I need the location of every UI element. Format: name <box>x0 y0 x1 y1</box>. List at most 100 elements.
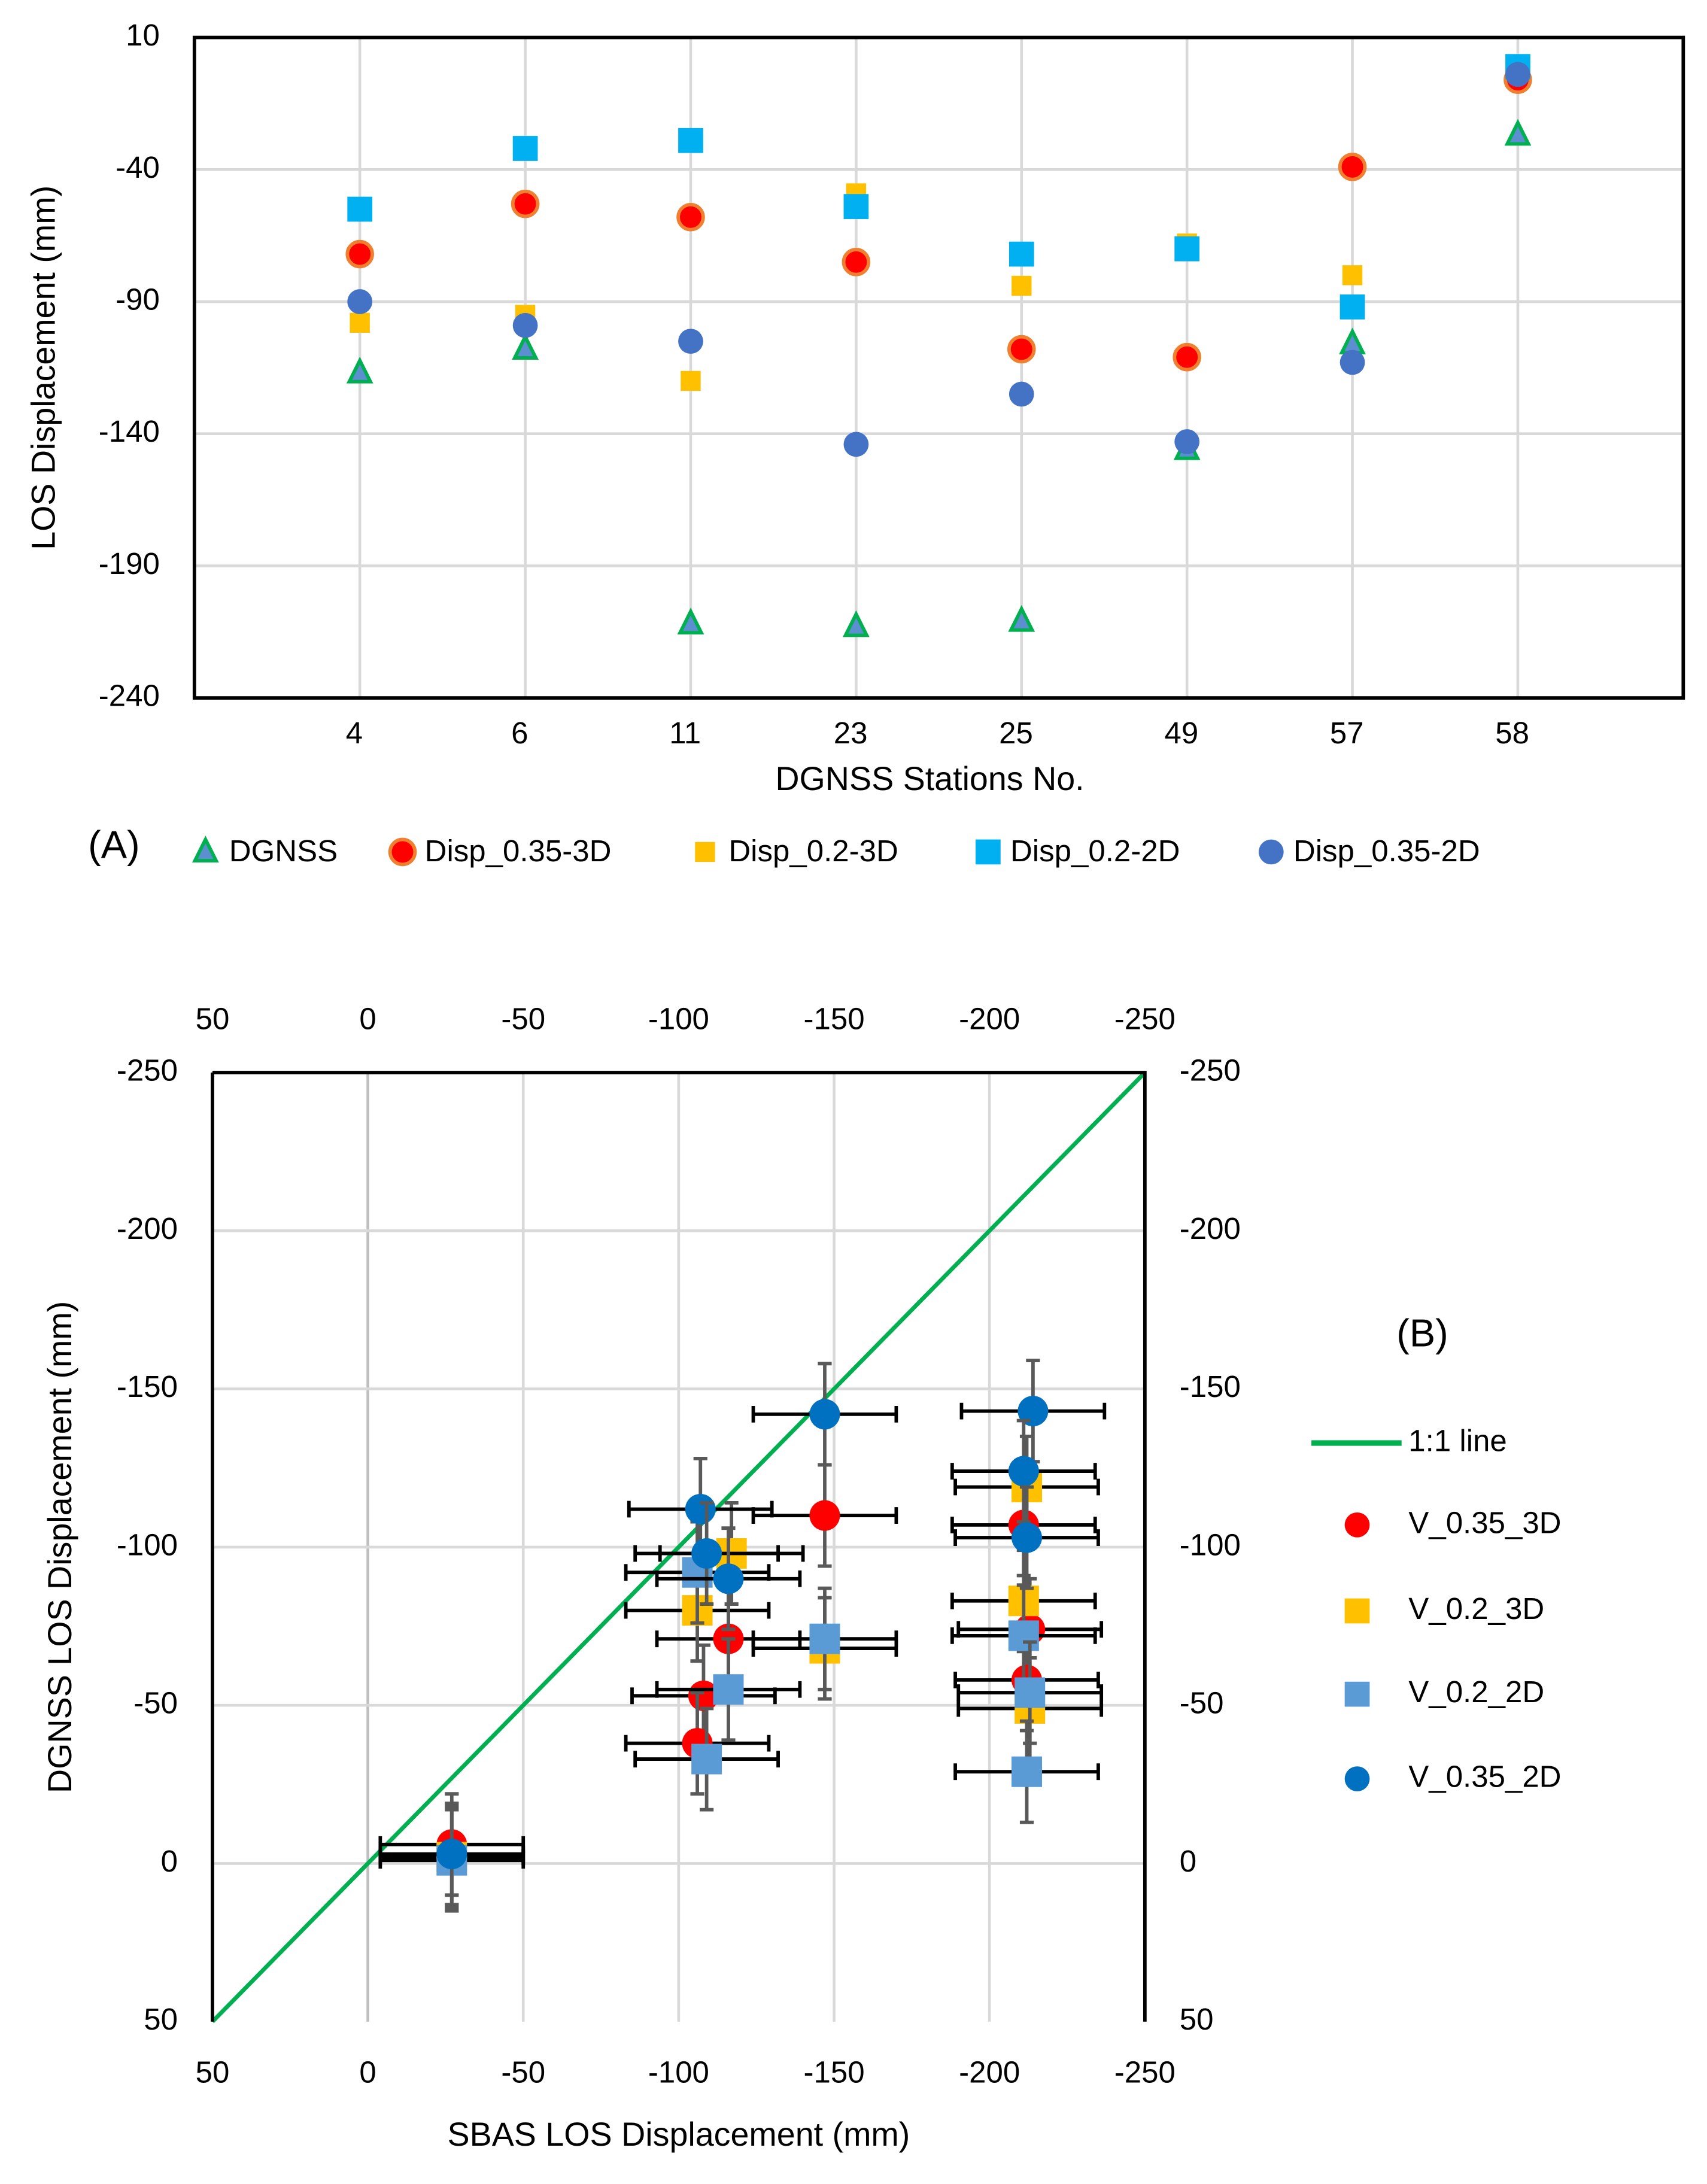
legend-marker <box>1344 1598 1370 1624</box>
series-dgnss <box>346 119 1532 637</box>
data-point <box>1342 265 1363 285</box>
x-tick-label-top: -50 <box>501 1002 545 1036</box>
data-point <box>1338 153 1367 181</box>
x-axis-title: DGNSS Stations No. <box>775 760 1084 797</box>
legend-marker <box>1258 839 1284 865</box>
y-tick-label: -240 <box>99 679 160 713</box>
y-tick-label-right: -200 <box>1180 1211 1241 1246</box>
panel-label: (A) <box>88 823 140 867</box>
data-point <box>512 312 538 338</box>
data-point <box>512 136 538 161</box>
series-v-0-35-2d <box>378 1359 1107 1907</box>
data-point <box>1007 335 1036 364</box>
legend-label: DGNSS <box>229 834 338 868</box>
x-tick-label: 57 <box>1330 716 1364 750</box>
x-tick-label: 58 <box>1495 716 1529 750</box>
x-tick-label-top: 50 <box>196 1002 230 1036</box>
data-point <box>691 1538 722 1569</box>
y-tick-label-left: -150 <box>117 1369 178 1404</box>
legend-label: V_0.2_2D <box>1408 1675 1544 1709</box>
x-axis-title: SBAS LOS Displacement (mm) <box>448 2116 910 2153</box>
x-tick-label: 11 <box>669 716 701 750</box>
one-to-one-line <box>211 1071 1147 2024</box>
data-point <box>1009 241 1034 267</box>
data-point <box>678 127 703 153</box>
x-tick-label-top: 0 <box>359 1002 376 1036</box>
chart-b: 50 50 0 0 -50 -50 -100 -100 -150 -150 -200 -200 -250… <box>41 1002 1561 2153</box>
data-point <box>1012 1756 1043 1787</box>
legend-item: V_0.35_3D <box>1344 1505 1562 1539</box>
legend-label: 1:1 line <box>1408 1423 1506 1457</box>
legend-item: Disp_0.35-2D <box>1258 834 1480 868</box>
data-point <box>346 356 373 384</box>
legend-label: Disp_0.35-2D <box>1293 834 1480 868</box>
data-point <box>1339 327 1366 355</box>
y-axis-title: DGNSS LOS Displacement (mm) <box>41 1301 78 1793</box>
data-point <box>1012 1522 1043 1553</box>
x-tick-label-bottom: -100 <box>648 2055 709 2089</box>
y-tick-label-right: -250 <box>1180 1053 1241 1088</box>
data-point <box>843 432 869 457</box>
data-point <box>1504 119 1532 146</box>
data-point <box>350 312 370 333</box>
data-point <box>345 239 374 269</box>
legend-label: Disp_0.2-2D <box>1010 834 1180 868</box>
x-tick-label-bottom: 0 <box>359 2055 376 2089</box>
legend-item: Disp_0.2-3D <box>695 834 898 868</box>
data-point <box>678 329 703 354</box>
data-point <box>809 1500 840 1531</box>
y-tick-label-right: 50 <box>1180 2002 1214 2036</box>
y-tick-label-left: -100 <box>117 1527 178 1562</box>
y-tick-label: -90 <box>116 282 160 316</box>
legend-marker <box>1344 1681 1370 1707</box>
y-tick-label-right: -100 <box>1180 1527 1241 1562</box>
data-point <box>809 1399 840 1430</box>
plot-area-border <box>211 1071 1147 2022</box>
x-tick-label-bottom: 50 <box>196 2055 230 2089</box>
data-point <box>512 333 539 360</box>
data-point <box>1340 294 1365 320</box>
data-point <box>347 196 373 222</box>
data-point <box>1015 1677 1046 1708</box>
legend-label: V_0.2_3D <box>1408 1591 1544 1626</box>
data-point <box>1505 62 1530 87</box>
data-point <box>511 189 540 218</box>
data-point <box>685 1493 716 1524</box>
y-tick-label: -190 <box>99 546 160 581</box>
legend-label: V_0.35_3D <box>1408 1505 1561 1539</box>
legend-item: 1:1 line <box>1311 1423 1507 1457</box>
x-tick-label-top: -150 <box>804 1002 865 1036</box>
data-point <box>436 1839 467 1870</box>
data-point <box>1173 342 1201 372</box>
x-tick-label-bottom: -150 <box>804 2055 865 2089</box>
legend-item: DGNSS <box>192 834 338 868</box>
legend-item: Disp_0.2-2D <box>976 834 1180 868</box>
data-point <box>1008 1456 1039 1487</box>
x-tick-label: 23 <box>834 716 868 750</box>
data-point <box>713 1563 744 1594</box>
y-tick-label: -140 <box>99 414 160 448</box>
y-tick-label: -40 <box>116 150 160 184</box>
data-point <box>842 610 870 637</box>
y-tick-label-right: -150 <box>1180 1369 1241 1404</box>
chart-a: 10 -40 -90 -140 -190 -240 4 6 11 23 25 49 57 58 DGNSS … <box>25 18 1685 868</box>
y-tick-label-left: 50 <box>144 2002 178 2036</box>
legend-marker <box>1344 1512 1370 1538</box>
data-point <box>1009 381 1034 407</box>
legend-item: Disp_0.35-3D <box>388 834 612 868</box>
data-point <box>677 607 704 635</box>
y-tick-label-right: -50 <box>1180 1686 1224 1720</box>
plot-area-border <box>192 35 1685 700</box>
series-disp-0-2-2d <box>347 54 1530 320</box>
legend-marker <box>1344 1766 1370 1791</box>
y-tick-label-left: -50 <box>133 1686 178 1720</box>
x-tick-label-bottom: -250 <box>1114 2055 1176 2089</box>
y-tick-label-left: -250 <box>117 1053 178 1088</box>
data-point <box>1017 1396 1049 1427</box>
legend-label: Disp_0.35-3D <box>425 834 612 868</box>
panel-label: (B) <box>1396 1311 1448 1355</box>
data-point <box>1340 350 1365 375</box>
x-tick-label-bottom: -200 <box>959 2055 1020 2089</box>
x-tick-label: 4 <box>346 716 363 750</box>
